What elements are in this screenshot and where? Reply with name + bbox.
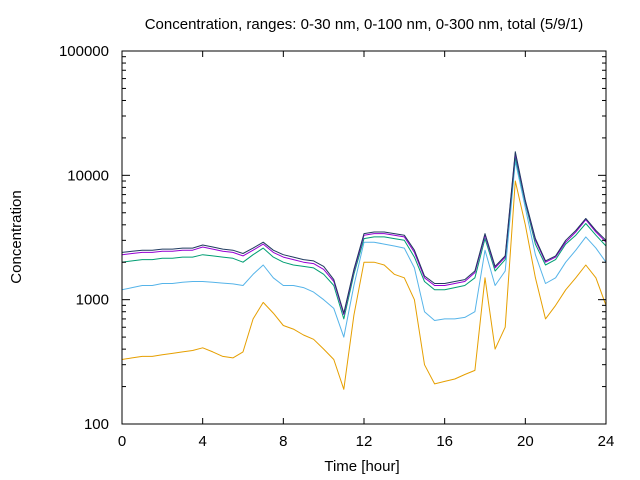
x-tick-label: 16: [436, 433, 453, 450]
x-tick-label: 12: [356, 433, 373, 450]
series-line-2: [121, 160, 607, 338]
x-tick-label: 4: [198, 433, 206, 450]
x-tick-label: 0: [118, 433, 126, 450]
series-layer: [121, 151, 607, 390]
y-tick-label: 1000: [76, 292, 109, 309]
series-line-5: [121, 151, 607, 314]
axis-layer: 0 4 8 12 16 20 24 100 1000 10000 100000: [59, 43, 614, 450]
x-tick-label: 20: [517, 433, 534, 450]
series-line-3: [121, 156, 607, 320]
y-axis-label: Concentration: [8, 190, 25, 283]
x-tick-label: 24: [598, 433, 615, 450]
chart-title: Concentration, ranges: 0-30 nm, 0-100 nm…: [145, 16, 584, 33]
series-line-1: [121, 180, 607, 390]
x-axis-label: Time [hour]: [324, 458, 399, 475]
x-tick-label: 8: [279, 433, 287, 450]
plot-frame: [121, 50, 607, 425]
y-tick-label: 100000: [59, 43, 109, 60]
y-tick-label: 10000: [67, 167, 109, 184]
y-tick-label: 100: [84, 416, 109, 433]
